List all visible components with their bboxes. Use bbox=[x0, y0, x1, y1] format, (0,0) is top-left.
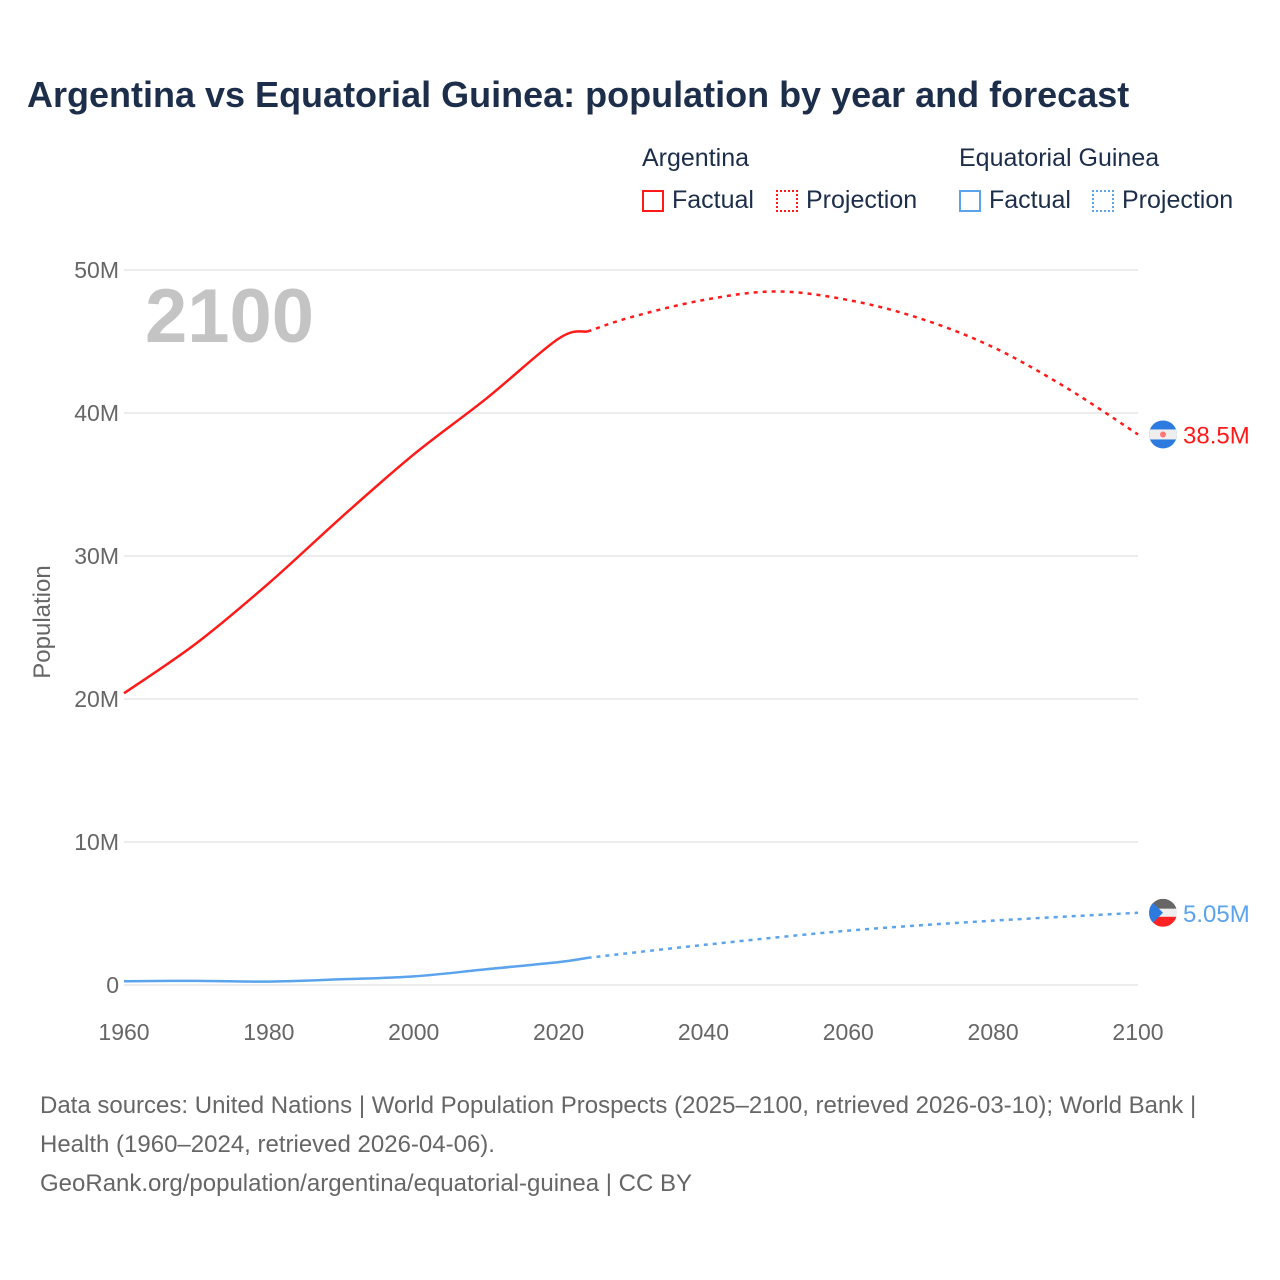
legend-group-equatorial-guinea: Equatorial Guinea bbox=[959, 144, 1160, 172]
legend-eqguinea-factual[interactable]: Factual bbox=[959, 186, 1071, 215]
series-line-projection bbox=[587, 911, 1139, 960]
series-line-factual bbox=[123, 956, 588, 983]
footer: Data sources: United Nations | World Pop… bbox=[40, 1086, 1240, 1203]
argentina-flag-icon bbox=[1149, 420, 1177, 449]
equatorial-guinea-flag-icon bbox=[1149, 898, 1177, 927]
y-tick-label: 10M bbox=[74, 829, 119, 855]
legend-label: Projection bbox=[806, 186, 918, 214]
series-line-projection bbox=[587, 290, 1139, 436]
x-tick-label: 1960 bbox=[98, 1019, 149, 1045]
x-tick-label: 2000 bbox=[388, 1019, 439, 1045]
x-tick-label: 1980 bbox=[243, 1019, 294, 1045]
legend-group-argentina: Argentina bbox=[642, 144, 750, 172]
legend-label: Factual bbox=[672, 186, 754, 214]
y-axis-label: Population bbox=[29, 565, 56, 678]
y-tick-label: 40M bbox=[74, 400, 119, 426]
y-tick-label: 20M bbox=[74, 686, 119, 712]
x-tick-label: 2100 bbox=[1112, 1019, 1163, 1045]
legend-swatch-dotted bbox=[1092, 189, 1114, 212]
y-tick-label: 30M bbox=[74, 543, 119, 569]
x-tick-label: 2080 bbox=[968, 1019, 1019, 1045]
legend-swatch-solid bbox=[642, 189, 664, 212]
year-watermark: 2100 bbox=[145, 274, 314, 359]
x-tick-label: 2040 bbox=[678, 1019, 729, 1045]
end-value-label: 38.5M bbox=[1183, 422, 1250, 449]
x-tick-label: 2020 bbox=[533, 1019, 584, 1045]
legend-label: Projection bbox=[1122, 186, 1234, 214]
end-value-label: 5.05M bbox=[1183, 901, 1250, 928]
legend-eqguinea-projection[interactable]: Projection bbox=[1092, 186, 1233, 215]
chart-title: Argentina vs Equatorial Guinea: populati… bbox=[27, 74, 1130, 115]
legend-label: Factual bbox=[989, 186, 1071, 214]
x-tick-label: 2060 bbox=[823, 1019, 874, 1045]
legend-swatch-dotted bbox=[776, 189, 798, 212]
series-line-factual bbox=[123, 330, 588, 695]
y-tick-label: 50M bbox=[74, 257, 119, 283]
legend-argentina-projection[interactable]: Projection bbox=[776, 186, 917, 215]
legend-swatch-solid bbox=[959, 189, 981, 212]
y-tick-label: 0 bbox=[106, 972, 119, 998]
legend-argentina-factual[interactable]: Factual bbox=[642, 186, 754, 215]
data-sources: Data sources: United Nations | World Pop… bbox=[40, 1092, 1197, 1158]
source-url[interactable]: GeoRank.org/population/argentina/equator… bbox=[40, 1170, 692, 1197]
